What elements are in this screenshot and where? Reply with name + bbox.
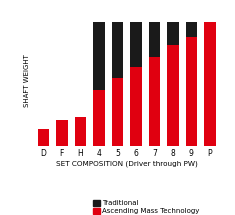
Bar	[167, 45, 179, 146]
Bar	[38, 129, 49, 146]
Bar	[186, 22, 197, 37]
Y-axis label: SHAFT WEIGHT: SHAFT WEIGHT	[24, 54, 30, 107]
Bar	[93, 90, 105, 146]
Legend: Traditional, Ascending Mass Technology: Traditional, Ascending Mass Technology	[93, 200, 200, 214]
Bar	[204, 22, 215, 146]
Bar	[186, 37, 197, 146]
Bar	[74, 117, 86, 146]
Bar	[112, 22, 123, 78]
Bar	[56, 120, 68, 146]
Bar	[149, 57, 160, 146]
Bar	[167, 22, 179, 45]
Bar	[130, 68, 141, 146]
Bar	[130, 22, 141, 68]
Bar	[149, 22, 160, 57]
Bar	[93, 22, 105, 90]
X-axis label: SET COMPOSITION (Driver through PW): SET COMPOSITION (Driver through PW)	[56, 161, 197, 167]
Bar	[112, 78, 123, 146]
